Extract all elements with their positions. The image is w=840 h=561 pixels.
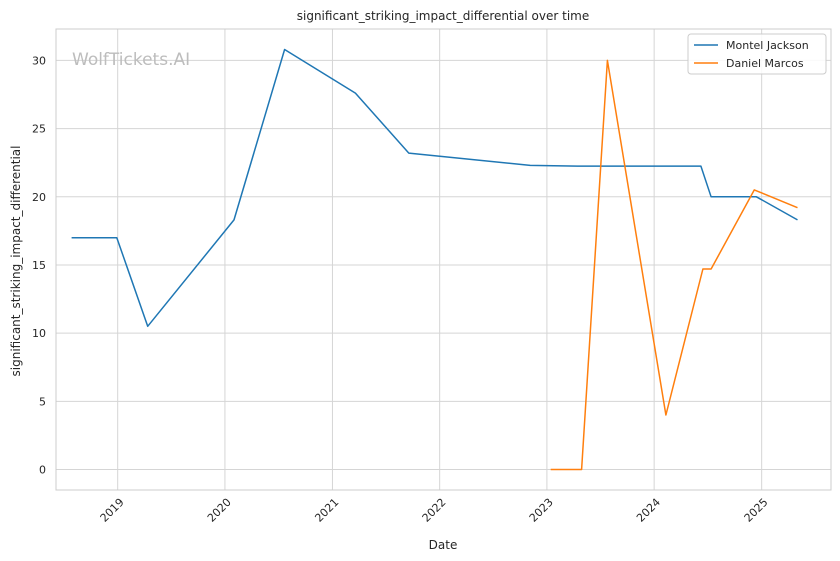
x-tick-label: 2020: [205, 496, 234, 525]
watermark: WolfTickets.AI: [72, 50, 190, 70]
legend-label: Montel Jackson: [726, 39, 809, 52]
y-tick-label: 20: [32, 191, 46, 204]
grid: [56, 29, 831, 490]
legend: Montel Jackson Daniel Marcos: [687, 33, 827, 75]
x-tick-label: 2023: [527, 496, 556, 525]
y-tick-label: 0: [39, 464, 46, 477]
legend-label: Daniel Marcos: [726, 57, 804, 70]
series-line-0: [71, 48, 798, 328]
chart-title: significant_striking_impact_differential…: [297, 9, 589, 23]
plot-frame: [55, 28, 832, 491]
legend-box: [687, 33, 827, 75]
y-axis-label: significant_striking_impact_differential: [9, 146, 23, 377]
y-tick-label: 25: [32, 123, 46, 136]
x-tick-label: 2024: [634, 496, 663, 525]
x-tick-label: 2019: [98, 496, 127, 525]
series-layer: [71, 48, 798, 471]
x-tick-label: 2025: [742, 496, 771, 525]
y-tick-label: 15: [32, 259, 46, 272]
y-tick-label: 30: [32, 54, 46, 67]
x-tick-label: 2021: [312, 496, 341, 525]
y-tick-label: 5: [39, 395, 46, 408]
x-tick-label: 2022: [420, 496, 449, 525]
y-tick-label: 10: [32, 327, 46, 340]
x-axis-label: Date: [429, 538, 458, 552]
series-line-1: [550, 59, 798, 471]
